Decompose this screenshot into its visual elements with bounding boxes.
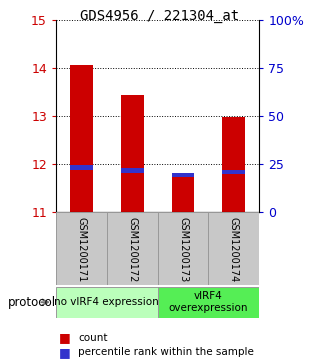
Bar: [158, 212, 208, 285]
Bar: [208, 212, 259, 285]
Text: GSM1200174: GSM1200174: [229, 217, 239, 283]
Bar: [70, 65, 93, 212]
Text: GSM1200173: GSM1200173: [178, 217, 188, 283]
Text: GSM1200172: GSM1200172: [127, 217, 137, 283]
Bar: [172, 173, 195, 178]
Bar: [121, 168, 144, 173]
Text: GSM1200171: GSM1200171: [76, 217, 86, 283]
Text: no vIRF4 expression: no vIRF4 expression: [54, 297, 159, 307]
Bar: [172, 176, 195, 212]
Text: GDS4956 / 221304_at: GDS4956 / 221304_at: [80, 9, 240, 23]
Bar: [56, 287, 158, 318]
Bar: [222, 170, 245, 174]
Text: protocol: protocol: [8, 296, 56, 309]
Bar: [107, 212, 158, 285]
Text: ■: ■: [59, 346, 71, 359]
Bar: [222, 117, 245, 212]
Bar: [121, 94, 144, 212]
Text: percentile rank within the sample: percentile rank within the sample: [78, 347, 254, 357]
Bar: [158, 287, 259, 318]
Text: count: count: [78, 333, 108, 343]
Bar: [56, 212, 107, 285]
Text: ■: ■: [59, 331, 71, 344]
Text: vIRF4
overexpression: vIRF4 overexpression: [169, 291, 248, 313]
Bar: [70, 166, 93, 170]
